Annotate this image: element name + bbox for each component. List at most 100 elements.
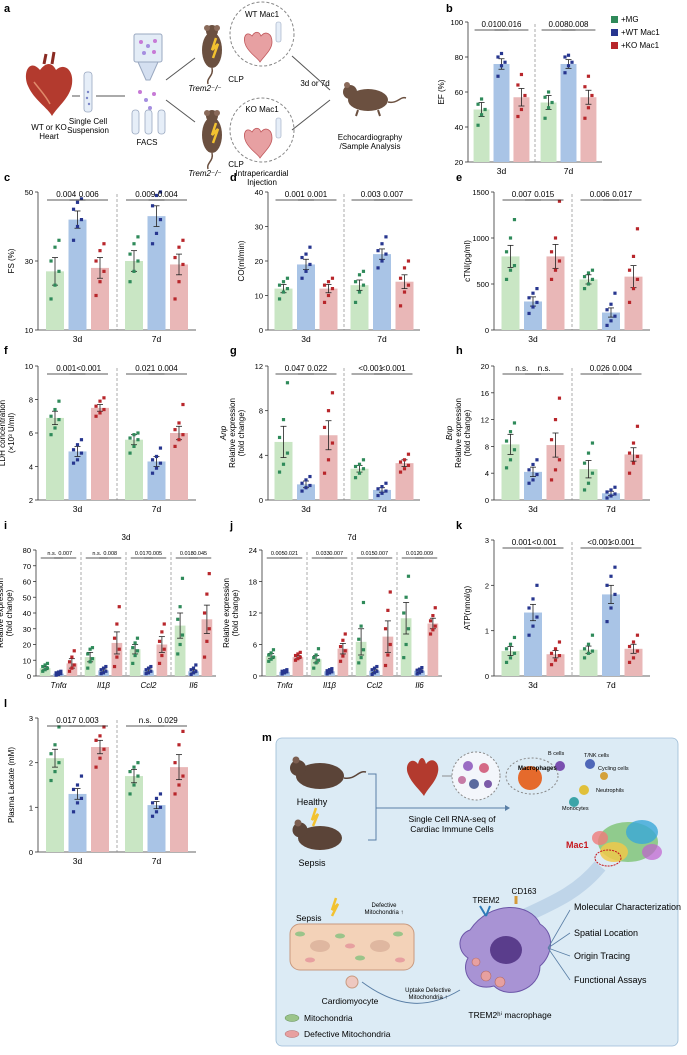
data-point: [136, 431, 140, 435]
p-value-label: 0.001: [512, 538, 533, 547]
data-point: [605, 308, 609, 312]
data-point: [269, 651, 273, 655]
y-tick-label: 0: [253, 672, 257, 681]
bar: [579, 279, 598, 330]
y-tick-label: 16: [481, 389, 489, 398]
p-value-label: 0.022: [307, 364, 328, 373]
data-point: [57, 418, 61, 422]
y-tick-label: 10: [25, 326, 33, 335]
data-point: [512, 218, 517, 222]
data-point: [180, 576, 185, 580]
y-tick-label: 0: [259, 496, 263, 505]
data-point: [57, 399, 61, 403]
legend-swatch-wt: [611, 29, 618, 36]
data-point: [627, 644, 632, 649]
p-value-label: 0.007: [58, 551, 72, 557]
y-tick-label: 60: [455, 88, 463, 97]
bar: [46, 417, 64, 500]
data-point: [512, 264, 517, 268]
y-tick-label: 1: [29, 803, 33, 812]
data-point: [158, 792, 163, 796]
data-point: [176, 617, 180, 621]
y-axis-label-line: EF (%): [437, 79, 446, 104]
p-value-label: 0.006: [79, 190, 100, 199]
y-tick-label: 10: [23, 656, 31, 665]
panel-label-g: g: [230, 345, 237, 357]
y-tick-label: 8: [29, 396, 33, 405]
arrow: [165, 99, 196, 123]
data-point: [101, 671, 106, 675]
y-tick-label: 80: [455, 53, 463, 62]
y-tick-label: 0: [485, 496, 489, 505]
data-point: [627, 451, 632, 455]
data-point: [316, 647, 321, 651]
data-point: [322, 471, 327, 475]
data-point: [402, 458, 407, 462]
data-point: [282, 669, 287, 673]
x-tick-label: 7d: [377, 504, 387, 514]
y-tick-label: 6: [253, 641, 257, 650]
data-point: [98, 399, 102, 403]
data-point: [549, 663, 554, 667]
data-point: [178, 605, 182, 609]
data-point: [384, 481, 388, 485]
chart-b: b 20 40 60 80 100 EF (%) 3d 0.010 0.016 7d 0.008 0.0…: [437, 3, 602, 176]
data-point: [479, 113, 484, 117]
y-axis-label-line: Relative expression: [228, 398, 237, 468]
data-point: [136, 438, 140, 442]
y-tick-label: 30: [255, 223, 263, 232]
data-point: [177, 280, 181, 284]
tube-icon: [83, 71, 93, 113]
data-point: [281, 462, 286, 466]
data-point: [150, 204, 155, 208]
p-value-label: <0.001: [532, 538, 557, 547]
heart-icon-m: [406, 758, 439, 796]
bar: [400, 618, 412, 676]
data-point: [53, 426, 57, 430]
p-value-label: 0.033: [316, 551, 330, 557]
data-point: [543, 95, 547, 99]
y-axis-label: Plasma Lactate (mM): [7, 747, 16, 823]
p-value-label: 0.015: [534, 190, 555, 199]
data-point: [117, 605, 121, 609]
data-point: [131, 661, 135, 665]
data-point: [553, 268, 558, 272]
data-point: [132, 765, 136, 769]
trem2-label: TREM2: [472, 896, 500, 905]
data-point: [53, 770, 57, 774]
bar: [319, 435, 338, 500]
data-point: [173, 255, 177, 260]
bar: [125, 439, 143, 500]
defective-mito-icon: [284, 1030, 300, 1038]
y-tick-label: 20: [455, 158, 463, 167]
panel-label-i: i: [4, 520, 7, 532]
genotype-top: Trem2⁻/⁻: [188, 84, 221, 93]
data-point: [300, 276, 304, 280]
x-tick-label: 7d: [377, 334, 387, 344]
y-tick-label: 40: [255, 188, 263, 197]
facs-icon: [131, 33, 166, 135]
data-point: [104, 664, 108, 669]
text-line: Heart: [39, 132, 59, 141]
data-point: [99, 672, 103, 676]
data-point: [296, 657, 300, 661]
data-point: [361, 458, 366, 462]
mouse-icon-result: [343, 82, 407, 117]
data-point: [361, 648, 366, 652]
data-point: [45, 661, 50, 665]
data-point: [370, 672, 374, 677]
data-point: [357, 471, 362, 475]
x-tick-label: 3d: [301, 334, 311, 344]
data-point: [361, 600, 366, 605]
data-point: [150, 814, 155, 818]
data-point: [549, 250, 554, 254]
data-point: [531, 462, 535, 467]
y-axis-label-line: Relative expression: [0, 578, 5, 648]
data-point: [115, 655, 119, 659]
data-point: [277, 297, 282, 301]
data-point: [43, 663, 47, 667]
data-point: [280, 669, 284, 673]
bar: [297, 264, 315, 330]
data-point: [531, 624, 535, 628]
data-point: [285, 381, 290, 385]
